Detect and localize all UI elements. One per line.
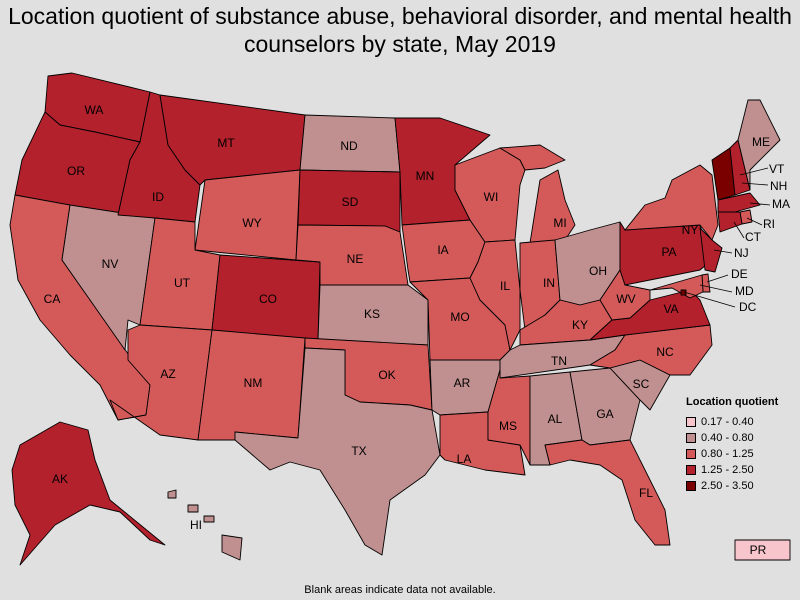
legend-swatch bbox=[686, 433, 696, 443]
legend-label: 2.50 - 3.50 bbox=[701, 480, 754, 492]
state-AK[interactable] bbox=[11, 421, 166, 566]
state-label-CA: CA bbox=[44, 292, 61, 306]
legend-title: Location quotient bbox=[686, 396, 779, 408]
state-IL[interactable] bbox=[469, 239, 521, 351]
state-PR[interactable] bbox=[734, 539, 791, 561]
legend-item: 0.40 - 0.80 bbox=[686, 430, 798, 446]
state-label-NM: NM bbox=[244, 376, 263, 390]
state-label-VA: VA bbox=[663, 302, 678, 316]
legend-item: 1.25 - 2.50 bbox=[686, 462, 798, 478]
state-label-WI: WI bbox=[484, 190, 499, 204]
legend-label: 0.17 - 0.40 bbox=[701, 416, 754, 428]
state-label-FL: FL bbox=[639, 486, 653, 500]
state-label-NH: NH bbox=[770, 179, 787, 193]
legend-label: 0.80 - 1.25 bbox=[701, 448, 754, 460]
state-label-GA: GA bbox=[596, 407, 613, 421]
state-label-AK: AK bbox=[52, 472, 68, 486]
state-label-MO: MO bbox=[450, 310, 469, 324]
state-label-UT: UT bbox=[174, 276, 191, 290]
state-label-AZ: AZ bbox=[160, 367, 175, 381]
state-label-PR: PR bbox=[750, 543, 767, 557]
state-label-AL: AL bbox=[548, 412, 563, 426]
state-label-ME: ME bbox=[752, 135, 770, 149]
state-label-OH: OH bbox=[589, 264, 607, 278]
state-label-LA: LA bbox=[457, 452, 472, 466]
state-label-KS: KS bbox=[364, 307, 380, 321]
state-label-DE: DE bbox=[731, 267, 748, 281]
state-MA[interactable] bbox=[717, 192, 761, 213]
state-label-HI: HI bbox=[190, 518, 202, 532]
state-label-MD: MD bbox=[735, 284, 754, 298]
legend-swatch bbox=[686, 481, 696, 491]
state-label-WA: WA bbox=[85, 103, 104, 117]
state-NC[interactable] bbox=[589, 324, 713, 376]
state-label-PA: PA bbox=[661, 245, 676, 259]
state-label-OR: OR bbox=[67, 164, 85, 178]
state-NY[interactable] bbox=[624, 164, 719, 241]
legend-item: 0.17 - 0.40 bbox=[686, 414, 798, 430]
state-label-CT: CT bbox=[745, 230, 762, 244]
state-label-ND: ND bbox=[340, 139, 358, 153]
state-DC[interactable] bbox=[680, 289, 687, 296]
state-label-KY: KY bbox=[572, 318, 588, 332]
state-label-IA: IA bbox=[437, 243, 448, 257]
legend: Location quotient 0.17 - 0.40 0.40 - 0.8… bbox=[686, 396, 798, 494]
map-title: Location quotient of substance abuse, be… bbox=[8, 3, 792, 57]
state-label-NY: NY bbox=[682, 223, 699, 237]
state-label-TN: TN bbox=[551, 354, 567, 368]
state-label-TX: TX bbox=[351, 444, 366, 458]
state-label-NC: NC bbox=[656, 345, 674, 359]
state-label-MA: MA bbox=[772, 197, 790, 211]
state-label-SC: SC bbox=[633, 377, 650, 391]
state-label-IL: IL bbox=[500, 279, 510, 293]
state-label-IN: IN bbox=[543, 276, 555, 290]
state-WY[interactable] bbox=[194, 169, 301, 261]
footnote: Blank areas indicate data not available. bbox=[304, 584, 496, 596]
state-label-OK: OK bbox=[378, 368, 395, 382]
legend-label: 1.25 - 2.50 bbox=[701, 464, 754, 476]
state-KS[interactable] bbox=[317, 284, 429, 346]
state-CT[interactable] bbox=[717, 211, 743, 233]
state-ME[interactable] bbox=[737, 99, 781, 191]
state-label-NJ: NJ bbox=[734, 246, 749, 260]
legend-item: 0.80 - 1.25 bbox=[686, 446, 798, 462]
state-label-MI: MI bbox=[553, 216, 566, 230]
state-MD[interactable] bbox=[649, 274, 704, 299]
state-label-DC: DC bbox=[739, 300, 757, 314]
legend-swatch bbox=[686, 465, 696, 475]
state-label-NV: NV bbox=[102, 257, 119, 271]
state-label-MS: MS bbox=[499, 419, 517, 433]
state-label-AR: AR bbox=[454, 376, 471, 390]
state-label-MT: MT bbox=[217, 136, 235, 150]
state-label-VT: VT bbox=[769, 162, 785, 176]
state-label-MN: MN bbox=[416, 169, 435, 183]
legend-item: 2.50 - 3.50 bbox=[686, 478, 798, 494]
state-NJ[interactable] bbox=[699, 227, 723, 273]
state-label-NE: NE bbox=[347, 252, 364, 266]
state-FL[interactable] bbox=[544, 439, 671, 546]
state-label-CO: CO bbox=[259, 292, 277, 306]
state-TX[interactable] bbox=[234, 347, 441, 556]
state-label-WY: WY bbox=[242, 216, 261, 230]
legend-swatch bbox=[686, 449, 696, 459]
state-label-RI: RI bbox=[763, 217, 775, 231]
state-label-SD: SD bbox=[342, 195, 359, 209]
state-label-ID: ID bbox=[152, 190, 164, 204]
state-HI[interactable] bbox=[167, 489, 243, 561]
legend-label: 0.40 - 0.80 bbox=[701, 432, 754, 444]
state-label-WV: WV bbox=[616, 292, 635, 306]
legend-swatch bbox=[686, 417, 696, 427]
